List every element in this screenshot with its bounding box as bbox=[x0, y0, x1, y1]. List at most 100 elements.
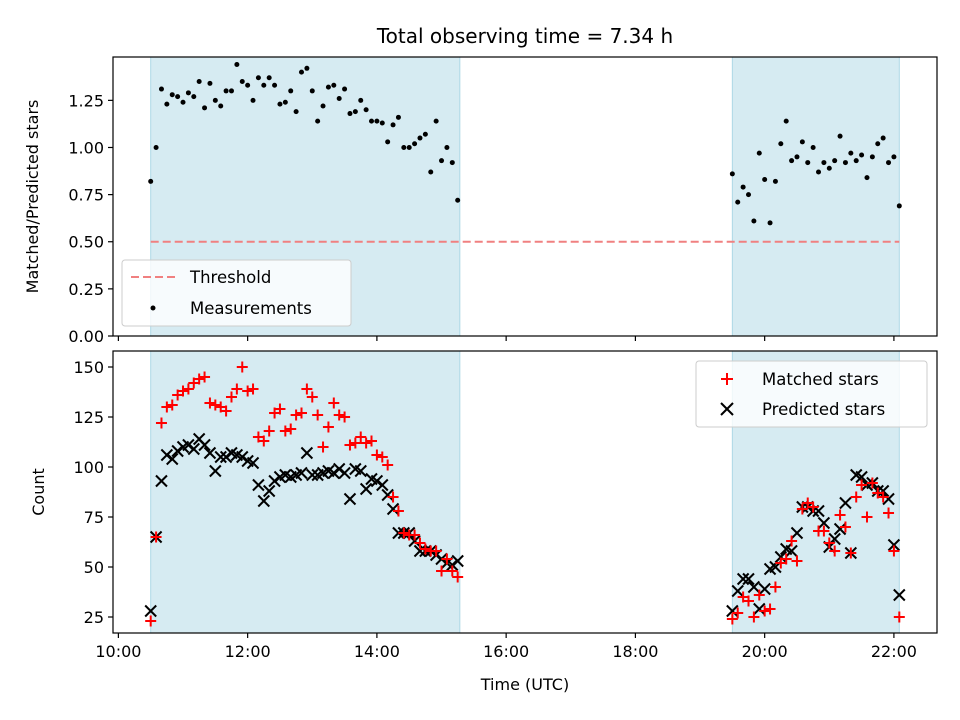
measurement-point bbox=[789, 158, 795, 164]
measurement-point bbox=[428, 169, 434, 175]
measurement-point bbox=[234, 62, 240, 68]
measurement-point bbox=[169, 92, 175, 98]
matched-point bbox=[360, 437, 372, 449]
predicted-points bbox=[144, 432, 906, 618]
measurement-point bbox=[772, 178, 778, 184]
predicted-point bbox=[338, 466, 351, 480]
counts-xlabel: Time (UTC) bbox=[480, 675, 569, 694]
predicted-point bbox=[839, 496, 852, 510]
measurement-point bbox=[422, 131, 428, 137]
matched-point bbox=[834, 509, 846, 521]
matched-point bbox=[759, 605, 771, 617]
matched-point bbox=[856, 479, 868, 491]
ratio-ytick-label: 1.00 bbox=[68, 138, 104, 157]
predicted-legend-label: Predicted stars bbox=[762, 400, 885, 419]
predicted-point bbox=[187, 442, 200, 456]
measurement-point bbox=[880, 135, 886, 141]
matched-point bbox=[317, 441, 329, 453]
matched-point bbox=[866, 477, 878, 489]
counts-xtick-label: 10:00 bbox=[95, 642, 141, 661]
predicted-point bbox=[246, 456, 260, 470]
counts-xtick-label: 14:00 bbox=[354, 642, 400, 661]
counts-xaxis: 10:00 12:00 14:00 16:00 18:00 20:00 22:00 bbox=[95, 633, 917, 661]
matched-point bbox=[328, 397, 340, 409]
matched-point bbox=[398, 527, 410, 539]
measurement-point bbox=[406, 144, 412, 150]
measurement-point bbox=[352, 109, 358, 115]
matched-point bbox=[285, 423, 297, 435]
ratio-points bbox=[148, 62, 902, 226]
matched-point bbox=[366, 435, 378, 447]
predicted-point bbox=[155, 474, 168, 488]
matched-point bbox=[861, 511, 873, 523]
counts-yaxis: 25 50 75 100 125 150 bbox=[73, 358, 113, 627]
measurement-point bbox=[309, 88, 315, 94]
matched-point bbox=[893, 611, 905, 623]
matched-points bbox=[145, 361, 905, 627]
matched-point bbox=[150, 531, 162, 543]
measurement-point bbox=[315, 118, 321, 124]
predicted-point bbox=[726, 604, 739, 618]
measurement-point bbox=[379, 120, 385, 126]
matched-point bbox=[845, 547, 857, 559]
measurement-point bbox=[401, 144, 407, 150]
matched-point bbox=[344, 439, 356, 451]
measurement-point bbox=[342, 86, 348, 92]
matched-point bbox=[209, 399, 221, 411]
measurement-point bbox=[223, 88, 229, 94]
counts-frame bbox=[112, 350, 938, 634]
predicted-point bbox=[451, 554, 464, 568]
measurement-point bbox=[180, 99, 186, 105]
predicted-point bbox=[257, 494, 271, 508]
predicted-point bbox=[731, 584, 744, 598]
ratio-legend: Threshold Measurements bbox=[121, 259, 352, 327]
matched-point bbox=[839, 521, 851, 533]
counts-legend: Matched stars Predicted stars bbox=[695, 360, 928, 428]
measurement-point bbox=[826, 165, 832, 171]
matched-point bbox=[452, 571, 464, 583]
measurement-point bbox=[385, 139, 391, 145]
matched-point bbox=[753, 589, 765, 601]
predicted-point bbox=[753, 602, 766, 616]
matched-point bbox=[193, 373, 205, 385]
measurement-point bbox=[751, 218, 757, 224]
measurement-point bbox=[347, 111, 353, 117]
predicted-point bbox=[408, 534, 421, 548]
counts-legend-box bbox=[695, 360, 928, 428]
measurement-point bbox=[228, 88, 234, 94]
predicted-point bbox=[198, 438, 211, 452]
matched-point bbox=[791, 555, 803, 567]
matched-point bbox=[274, 403, 286, 415]
ratio-ylabel: Matched/Predicted stars bbox=[23, 100, 42, 294]
predicted-point bbox=[855, 470, 868, 484]
measurement-point bbox=[869, 154, 875, 160]
measurement-point bbox=[266, 75, 272, 81]
measurement-point bbox=[794, 154, 800, 160]
measurement-point bbox=[158, 86, 164, 92]
matched-point bbox=[888, 545, 900, 557]
matched-point bbox=[371, 449, 383, 461]
measurement-point bbox=[325, 84, 331, 90]
ratio-yaxis: 0.00 0.25 0.50 0.75 1.00 1.25 bbox=[68, 91, 113, 346]
matched-point bbox=[279, 425, 291, 437]
matched-point bbox=[743, 595, 755, 607]
predicted-point bbox=[893, 588, 906, 602]
matched-point bbox=[883, 507, 895, 519]
measurement-point bbox=[272, 82, 278, 88]
counts-ylabel: Count bbox=[29, 468, 48, 516]
measurement-point bbox=[412, 141, 418, 147]
measurement-point bbox=[762, 177, 768, 183]
measurement-point bbox=[293, 109, 299, 115]
counts-ytick-label: 150 bbox=[73, 358, 104, 377]
measurement-point bbox=[433, 118, 439, 124]
matched-point bbox=[436, 565, 448, 577]
measurement-point bbox=[455, 197, 461, 203]
matched-point bbox=[419, 543, 431, 555]
matched-point bbox=[441, 553, 453, 565]
matched-point bbox=[236, 361, 248, 373]
matched-point bbox=[823, 537, 835, 549]
matched-point bbox=[726, 613, 738, 625]
matched-point bbox=[295, 407, 307, 419]
counts-ytick-label: 25 bbox=[84, 608, 104, 627]
